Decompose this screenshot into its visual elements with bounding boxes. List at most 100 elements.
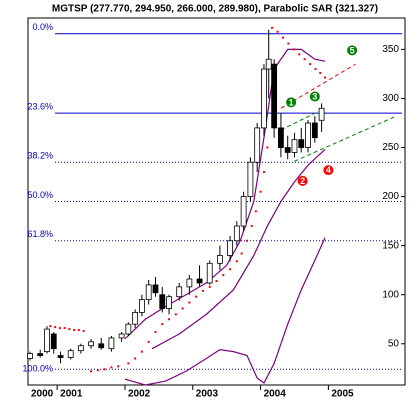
sar-dot <box>154 331 157 334</box>
y-tick-label: 150 <box>382 240 399 251</box>
chart-title: MGTSP (277.770, 294.950, 266.000, 289.98… <box>52 4 378 15</box>
candle-body <box>176 286 183 298</box>
candle-body <box>57 355 64 358</box>
sar-dot <box>235 260 238 263</box>
sar-dot <box>63 327 66 330</box>
candle-body <box>37 353 44 356</box>
candle-body <box>196 278 203 284</box>
annotation-label: 1 <box>289 97 294 107</box>
sar-dot <box>215 279 218 282</box>
x-tick-label: 2001 <box>60 389 83 400</box>
candle-body <box>305 122 311 148</box>
sar-dot <box>271 26 274 29</box>
sar-dot <box>96 369 99 372</box>
candle-body <box>240 196 247 227</box>
moving-line <box>151 149 326 350</box>
y-tick-label: 250 <box>382 142 399 153</box>
sar-dot <box>73 329 76 332</box>
sar-dot <box>174 313 177 316</box>
candle-body <box>318 107 325 121</box>
x-tick-label: 2000 <box>31 389 54 400</box>
fib-label: 50.0% <box>27 190 53 200</box>
candle-body <box>247 161 254 197</box>
sar-dot <box>134 357 137 360</box>
y-tick-label: 350 <box>382 44 399 55</box>
sar-dot <box>266 146 269 149</box>
x-tick-label: 2005 <box>331 389 354 400</box>
sar-dot <box>229 268 232 271</box>
sar-dot <box>147 340 150 343</box>
sar-dot <box>195 295 198 298</box>
sar-dot <box>201 289 204 292</box>
sar-dot <box>49 325 52 328</box>
candle-body <box>216 255 223 264</box>
candle-body <box>108 337 115 350</box>
candle-body <box>77 345 84 352</box>
candle-body <box>284 147 291 153</box>
candle-body <box>278 127 284 148</box>
sar-dot <box>287 42 290 45</box>
candle-body <box>206 262 213 284</box>
fib-label: 0.0% <box>32 22 53 32</box>
sar-dot <box>140 350 143 353</box>
sar-dot <box>103 368 106 371</box>
y-tick-label: 200 <box>382 191 399 202</box>
sar-dot <box>319 71 322 74</box>
fib-label: 61.8% <box>27 229 53 239</box>
sar-dot <box>90 370 93 373</box>
candle-body <box>254 127 261 163</box>
candle-body <box>152 284 159 294</box>
sar-dot <box>77 329 80 332</box>
sar-dot <box>309 63 312 66</box>
trend-line <box>280 107 326 131</box>
x-tick-label: 2002 <box>128 389 151 400</box>
annotation-marker <box>323 165 334 176</box>
sar-dot <box>250 225 253 228</box>
x-tick-label: 2003 <box>196 389 219 400</box>
sar-dot <box>58 327 61 330</box>
y-tick-label: 50 <box>388 338 400 349</box>
sar-dot <box>222 274 225 277</box>
annotation-label: 5 <box>350 45 355 55</box>
candle-body <box>118 333 125 339</box>
candle-body <box>50 333 57 350</box>
candle-body <box>291 139 298 153</box>
candle-body <box>132 311 139 325</box>
y-tick-label: 300 <box>382 93 399 104</box>
sar-dot <box>246 239 249 242</box>
annotation-marker <box>309 91 320 102</box>
sar-dot <box>54 326 57 329</box>
y-tick-label: 100 <box>382 289 399 300</box>
candle-body <box>139 299 145 313</box>
annotation-label: 2 <box>300 176 305 186</box>
candle-body <box>227 240 233 256</box>
sar-dot <box>168 318 171 321</box>
x-tick-label: 2004 <box>264 389 287 400</box>
sar-dot <box>110 366 113 369</box>
candle-body <box>67 350 74 358</box>
sar-dot <box>314 68 317 71</box>
moving-line <box>124 237 326 386</box>
sar-dot <box>276 30 279 33</box>
candle-body <box>98 343 105 349</box>
sar-dot <box>127 362 130 365</box>
candle-body <box>298 139 305 148</box>
annotation-marker <box>286 97 297 108</box>
sar-dot <box>303 58 306 61</box>
annotation-marker <box>297 175 308 186</box>
fib-label: 23.6% <box>27 102 53 112</box>
annotation-marker <box>347 45 358 56</box>
candle-body <box>125 323 132 335</box>
sar-dot <box>281 36 284 39</box>
sar-dot <box>208 285 211 288</box>
sar-dot <box>188 301 191 304</box>
candle-body <box>166 296 172 309</box>
annotation-label: 4 <box>326 165 331 175</box>
sar-dot <box>240 252 243 255</box>
fib-label: 100.0% <box>22 364 53 374</box>
candle-body <box>261 68 267 129</box>
candle-body <box>145 284 152 301</box>
candle-body <box>186 278 193 288</box>
